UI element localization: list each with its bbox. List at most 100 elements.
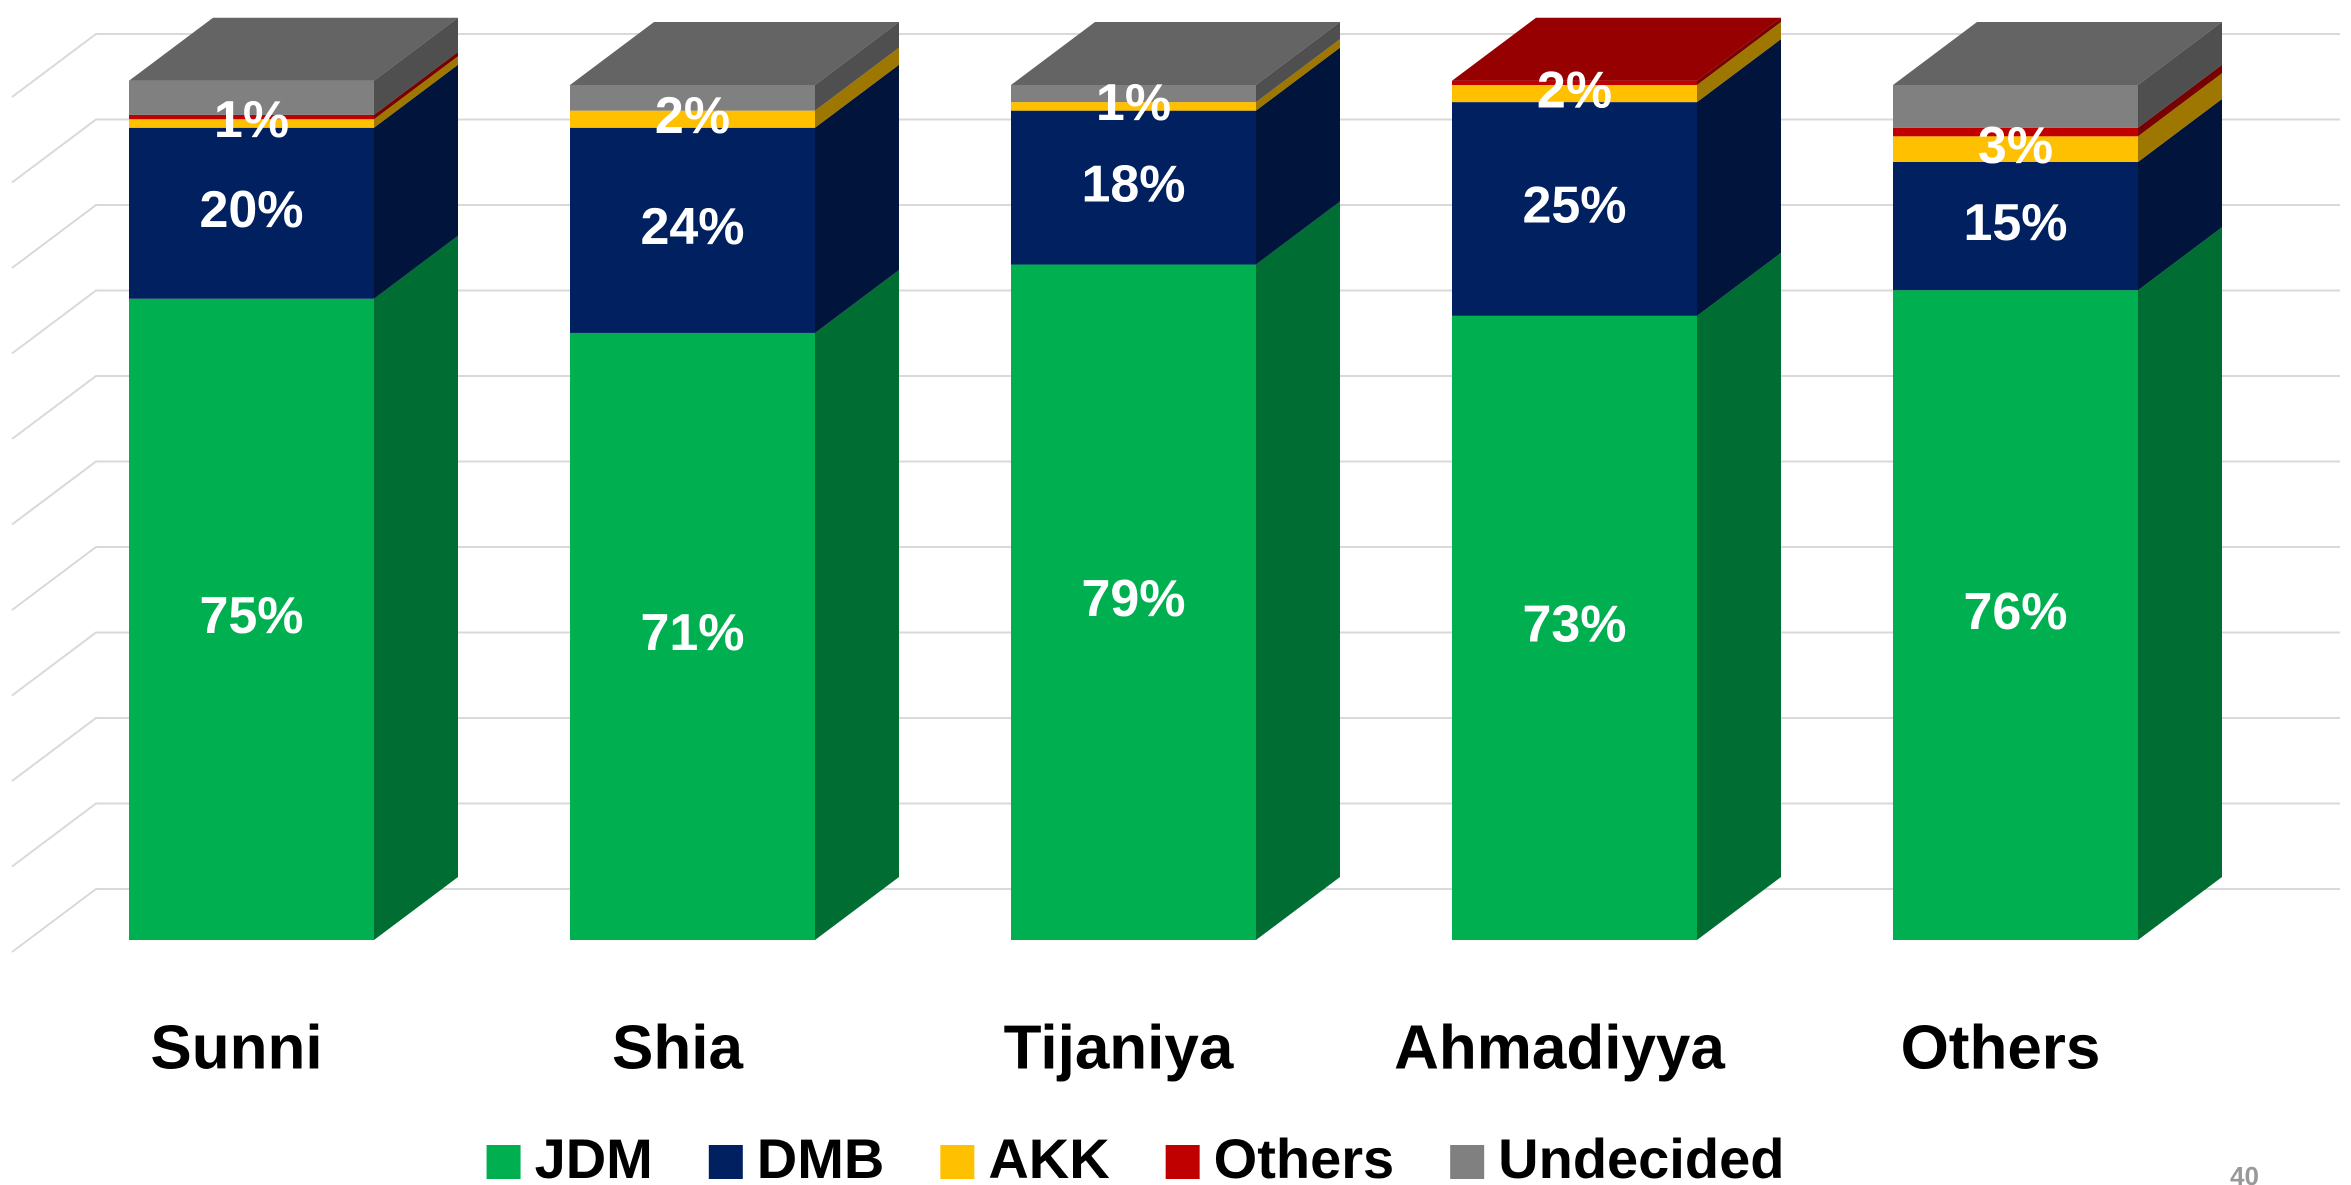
legend-swatch <box>1450 1145 1485 1179</box>
bar-side <box>1697 17 1781 86</box>
legend: JDM DMB AKK Others Undecided <box>486 1127 1784 1185</box>
bar-segment <box>129 51 458 120</box>
bar-segment <box>570 64 899 333</box>
bar-front <box>570 127 815 333</box>
bar-side <box>815 64 899 333</box>
bar-segment <box>129 64 458 299</box>
bar-front <box>1893 85 2138 128</box>
legend-swatch <box>940 1145 975 1179</box>
data-label: 2% <box>1537 61 1612 119</box>
bar-front <box>1893 136 2138 162</box>
bar-side <box>815 22 899 111</box>
bar-segment <box>1011 47 1340 265</box>
data-label: 24% <box>640 198 744 256</box>
legend-label: JDM <box>535 1127 653 1185</box>
bar-front <box>1011 85 1256 103</box>
bar-front <box>1452 80 1697 85</box>
bar-side <box>374 51 458 120</box>
bar-front <box>1011 102 1256 111</box>
bar-segment <box>1011 201 1340 941</box>
data-label: 71% <box>640 604 744 662</box>
bar-segment <box>1893 64 2222 137</box>
bar-segment <box>1893 227 2222 940</box>
data-label: 76% <box>1963 583 2067 641</box>
bar-side <box>1256 47 1340 265</box>
bar-side <box>374 64 458 299</box>
bar-front <box>1893 161 2138 291</box>
page-number: 40 <box>2230 1161 2259 1185</box>
bar-side <box>1697 22 1781 103</box>
bar-top <box>1011 22 1340 85</box>
bar-side <box>374 235 458 940</box>
bar-front <box>1893 127 2138 137</box>
x-tick-label: Others <box>1901 1013 2101 1082</box>
bar-segment <box>570 22 899 111</box>
data-label: 25% <box>1522 177 1626 235</box>
bar-segment <box>1452 39 1781 316</box>
legend-swatch <box>486 1145 521 1179</box>
bar-side <box>1697 252 1781 941</box>
bar-front <box>1452 102 1697 316</box>
legend-label: Others <box>1214 1127 1395 1185</box>
data-label: 15% <box>1963 194 2067 252</box>
bar-segment <box>129 56 458 128</box>
bar-front <box>129 298 374 940</box>
bar-side <box>2138 64 2222 137</box>
bar-segment <box>570 269 899 940</box>
bar-front <box>129 127 374 299</box>
data-label: 20% <box>199 181 303 239</box>
bar-side <box>374 56 458 128</box>
bar-side <box>374 17 458 115</box>
bar-side <box>1256 22 1340 103</box>
data-label: 3% <box>1978 117 2053 175</box>
legend-label: AKK <box>988 1127 1109 1185</box>
bar-front <box>1893 290 2138 940</box>
bar-side <box>1697 39 1781 316</box>
bar-side <box>2138 73 2222 162</box>
data-label: 79% <box>1081 570 1185 628</box>
bar-segment <box>1452 22 1781 103</box>
data-label: 75% <box>199 587 303 645</box>
bar-segment <box>1452 252 1781 941</box>
bar-segment <box>1011 39 1340 111</box>
bar-front <box>129 119 374 128</box>
bar-segment <box>129 235 458 940</box>
bar-side <box>2138 98 2222 291</box>
data-label: 18% <box>1081 155 1185 213</box>
bar-side <box>1256 201 1340 941</box>
bar-segment <box>570 47 899 128</box>
bar-segment <box>1893 22 2222 128</box>
x-tick-label: Sunni <box>150 1013 322 1082</box>
bar-top <box>1893 22 2222 85</box>
bar-front <box>570 332 815 940</box>
legend-label: Undecided <box>1498 1127 1784 1185</box>
bar-front <box>1011 264 1256 940</box>
bar-segment <box>1893 73 2222 162</box>
bar-front <box>1452 85 1697 103</box>
bar-front <box>570 85 815 111</box>
bar-segment <box>129 17 458 115</box>
bar-front <box>1011 110 1256 265</box>
bar-top <box>570 22 899 85</box>
bar-front <box>129 114 374 120</box>
bar-side <box>2138 227 2222 940</box>
x-tick-label: Ahmadiyya <box>1394 1013 1725 1082</box>
bar-front <box>570 110 815 128</box>
bar-side <box>815 269 899 940</box>
x-tick-label: Tijaniya <box>1004 1013 1234 1082</box>
bar-top <box>1452 17 1781 81</box>
bar-side <box>815 47 899 128</box>
data-label: 73% <box>1522 596 1626 654</box>
legend-swatch <box>1165 1145 1200 1179</box>
x-tick-label: Shia <box>612 1013 743 1082</box>
bar-segment <box>1893 98 2222 291</box>
legend-swatch <box>708 1145 743 1179</box>
data-label: 2% <box>655 87 730 145</box>
bar-front <box>1452 315 1697 941</box>
bar-segment <box>1011 22 1340 103</box>
legend-label: DMB <box>757 1127 885 1185</box>
bar-top <box>129 17 458 81</box>
bar-front <box>129 80 374 115</box>
bar-side <box>2138 22 2222 128</box>
